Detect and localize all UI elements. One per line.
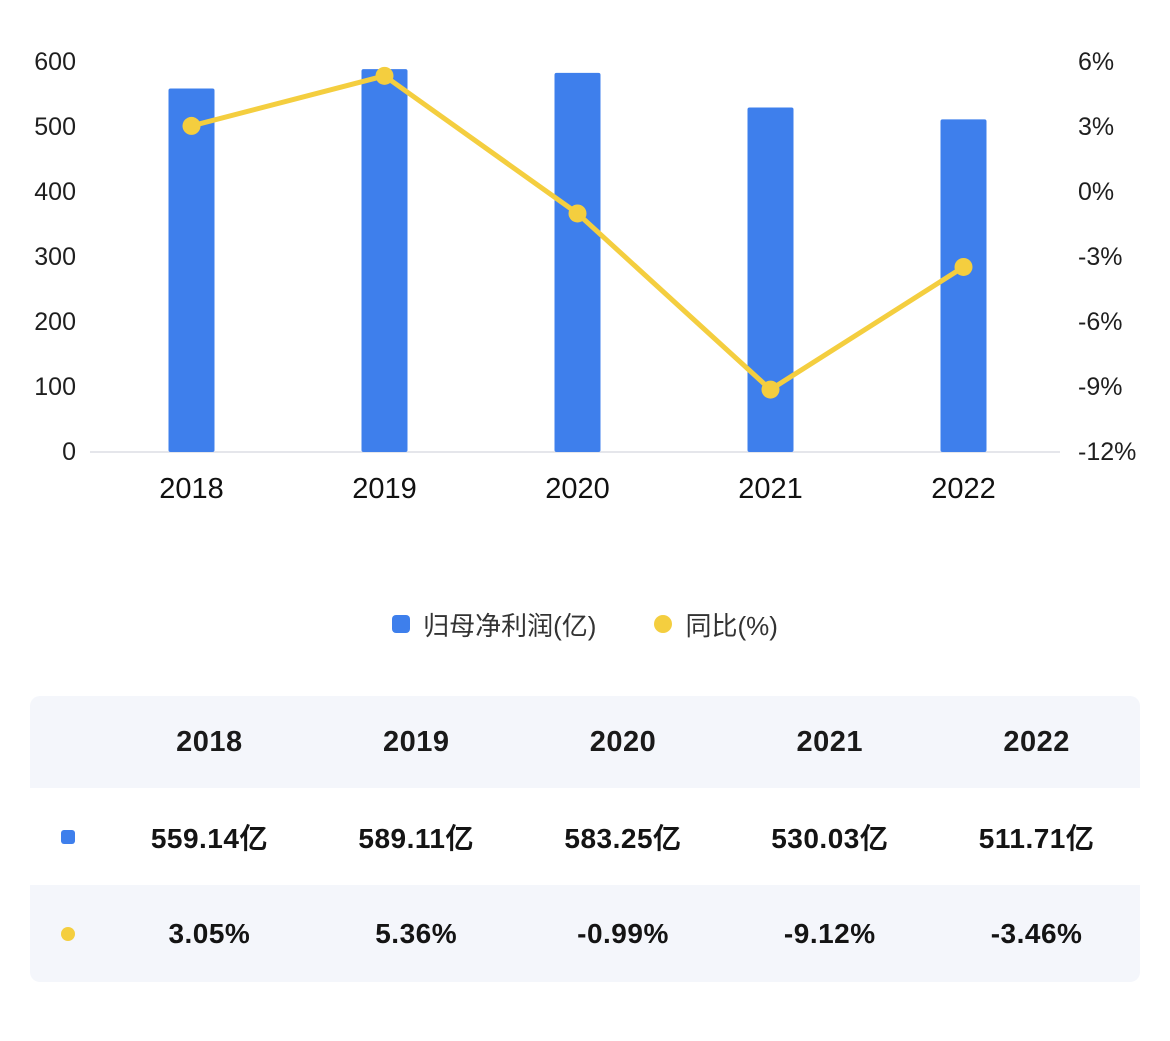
table-value-cell: 530.03亿 (771, 822, 889, 854)
right-axis-tick--3%: -3% (1078, 243, 1122, 271)
legend-item-yoy[interactable]: 同比(%) (654, 606, 778, 643)
legend-label-yoy: 同比(%) (685, 610, 778, 641)
table-header-cell-2021: 2021 (796, 725, 864, 758)
table-value-cell: 3.05% (168, 917, 251, 949)
bar-2020[interactable] (554, 72, 601, 452)
table-header-cell-2019: 2019 (382, 725, 450, 758)
table-header-cell-2022: 2022 (1003, 725, 1070, 758)
x-axis-label-2018: 2018 (159, 473, 224, 505)
right-axis-tick--12%: -12% (1078, 438, 1136, 466)
data-table: 2018 2019 2020 2021 2022 559.14亿 589.11亿 583.25… (30, 696, 1140, 982)
left-axis-tick-100: 100 (34, 373, 76, 401)
legend-label-net-profit: 归母净利润(亿) (423, 610, 597, 641)
table-header-cell-2020: 2020 (589, 725, 657, 758)
x-axis-label-2021: 2021 (738, 473, 803, 505)
left-axis-tick-200: 200 (34, 308, 76, 336)
yoy-point-2020[interactable] (568, 204, 587, 223)
chart-legend: 归母净利润(亿) 同比(%) (0, 606, 1170, 643)
table-row-yoy: 3.05% 5.36% -0.99% -9.12% -3.46% (30, 885, 1140, 982)
table-value-cell: 559.14亿 (150, 822, 268, 854)
x-axis-label-2019: 2019 (352, 473, 417, 505)
right-axis-tick-0%: 0% (1078, 178, 1114, 206)
legend-item-net-profit[interactable]: 归母净利润(亿) (392, 606, 596, 643)
table-header-cell-2018: 2018 (176, 725, 243, 758)
profit-yoy-chart: 600 500 400 300 200 100 0 6% 3% 0% -3% -6% -9% -12% 20… (34, 48, 1136, 505)
table-header-marker-spacer (30, 696, 106, 788)
table-header-row: 2018 2019 2020 2021 2022 (30, 696, 1140, 788)
yoy-point-2018[interactable] (182, 116, 201, 135)
x-axis-label-2020: 2020 (545, 473, 610, 505)
yoy-point-2022[interactable] (954, 257, 973, 276)
left-axis-tick-0: 0 (62, 438, 76, 466)
left-axis-tick-400: 400 (34, 178, 76, 206)
row-marker-cell (30, 885, 106, 982)
table-value-cell: -0.99% (577, 917, 669, 949)
left-axis-tick-300: 300 (34, 243, 76, 271)
left-axis-tick-500: 500 (34, 113, 76, 141)
right-axis-tick--6%: -6% (1078, 308, 1122, 336)
x-axis-label-2022: 2022 (931, 473, 996, 505)
table-row-net-profit: 559.14亿 589.11亿 583.25亿 530.03亿 511.71亿 (30, 788, 1140, 885)
net-profit-marker-icon (61, 829, 75, 844)
right-axis-tick-3%: 3% (1078, 113, 1114, 141)
table-value-cell: 589.11亿 (358, 822, 474, 854)
table-value-cell: 511.71亿 (978, 822, 1095, 854)
table-value-cell: -3.46% (990, 917, 1083, 949)
yoy-point-2019[interactable] (375, 66, 394, 85)
bar-2021[interactable] (747, 107, 794, 452)
bar-2022[interactable] (940, 119, 987, 453)
row-marker-cell (30, 788, 106, 885)
line-series-swatch-icon (654, 615, 673, 633)
left-axis-tick-600: 600 (34, 48, 76, 76)
table-value-cell: 583.25亿 (564, 822, 682, 854)
yoy-point-2021[interactable] (761, 380, 780, 399)
yoy-marker-icon (61, 926, 75, 941)
right-axis-tick--9%: -9% (1078, 373, 1122, 401)
bar-2018[interactable] (168, 88, 215, 453)
table-value-cell: 5.36% (375, 917, 458, 949)
right-axis-tick-6%: 6% (1078, 48, 1114, 76)
table-value-cell: -9.12% (783, 917, 876, 949)
bar-series-swatch-icon (392, 615, 411, 633)
bar-2019[interactable] (361, 69, 408, 453)
